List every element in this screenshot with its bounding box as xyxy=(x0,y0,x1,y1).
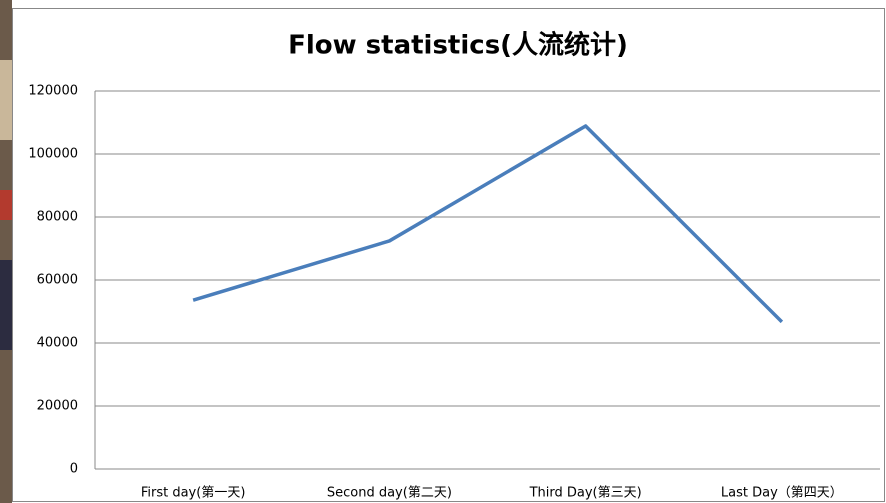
background-photo xyxy=(0,260,12,350)
chart: Flow statistics(人流统计) 0 20000 40000 60000 80… xyxy=(0,0,886,503)
y-tick-label: 60000 xyxy=(37,273,78,288)
x-tick-label: Second day(第二天) xyxy=(327,486,452,501)
y-tick-label: 20000 xyxy=(37,399,78,414)
y-tick-label: 100000 xyxy=(28,147,78,162)
chart-title: Flow statistics(人流统计) xyxy=(288,30,628,61)
y-tick-label: 120000 xyxy=(28,84,78,99)
x-tick-label: Third Day(第三天) xyxy=(529,486,642,501)
x-tick-label: First day(第一天) xyxy=(141,486,246,501)
background-photo xyxy=(0,190,12,220)
background-photo xyxy=(0,60,12,140)
chart-frame xyxy=(13,9,885,502)
page: Flow statistics(人流统计) 0 20000 40000 60000 80… xyxy=(0,0,886,503)
y-tick-label: 0 xyxy=(70,462,78,477)
y-tick-label: 80000 xyxy=(37,210,78,225)
y-tick-label: 40000 xyxy=(37,336,78,351)
x-tick-label: Last Day（第四天） xyxy=(721,486,843,501)
